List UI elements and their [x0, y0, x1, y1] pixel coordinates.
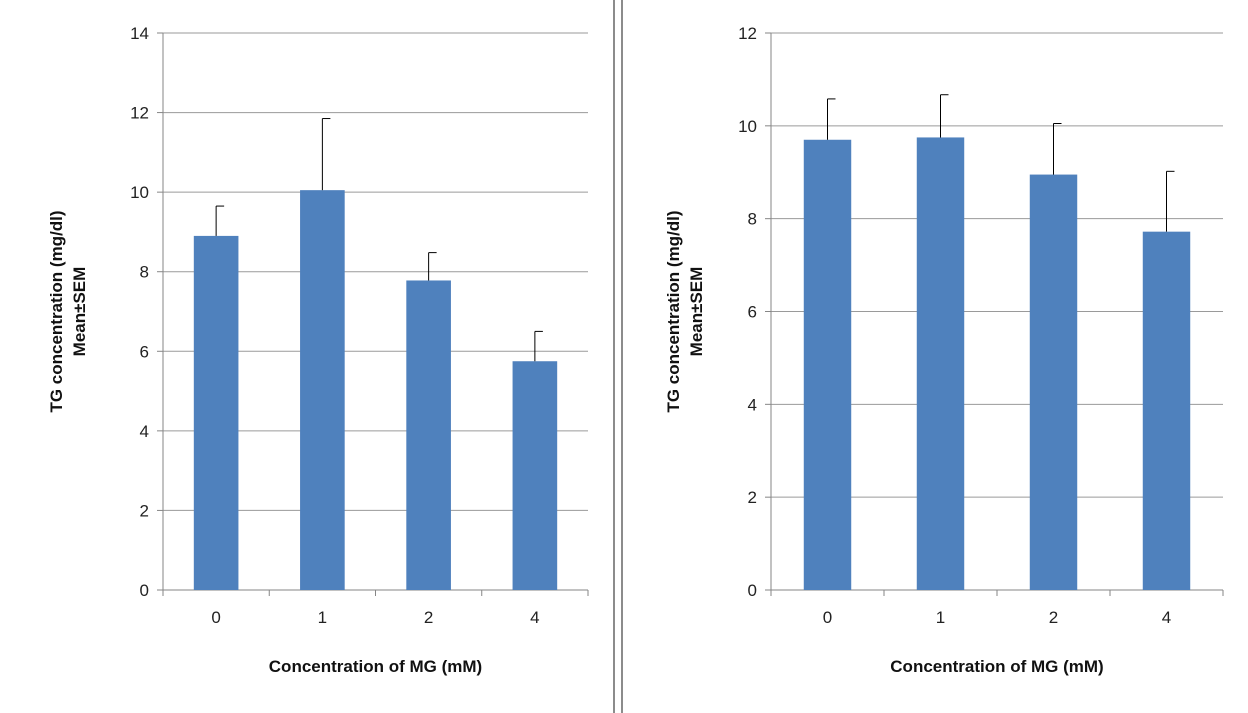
y-tick-label: 4 [140, 422, 149, 441]
y-axis-subtitle: Mean±SEM [687, 267, 706, 357]
x-tick-label: 1 [936, 608, 945, 627]
x-tick-label: 4 [530, 608, 539, 627]
y-tick-label: 2 [748, 488, 757, 507]
bar-2 [1029, 174, 1078, 590]
x-axis-title: Concentration of MG (mM) [269, 657, 482, 676]
bar-0 [193, 235, 239, 590]
bar-4 [1142, 231, 1191, 590]
bar-0 [803, 139, 852, 590]
y-tick-label: 6 [748, 303, 757, 322]
bar-2 [406, 280, 451, 590]
y-tick-label: 8 [748, 210, 757, 229]
y-tick-label: 2 [140, 501, 149, 520]
x-tick-label: 4 [1162, 608, 1171, 627]
y-axis-subtitle: Mean±SEM [70, 267, 89, 357]
y-tick-label: 6 [140, 342, 149, 361]
y-axis-title: TG concentration (mg/dl) [47, 210, 66, 412]
x-axis-title: Concentration of MG (mM) [890, 657, 1103, 676]
bar-1 [300, 190, 345, 590]
y-tick-label: 8 [140, 263, 149, 282]
x-tick-label: 0 [823, 608, 832, 627]
x-tick-label: 2 [1049, 608, 1058, 627]
y-tick-label: 10 [738, 117, 757, 136]
y-tick-label: 12 [130, 104, 149, 123]
chart-panel-right: 0 2 4 6 8 10 12 0 1 2 4 Concentration of MG (mM) TG … [621, 0, 1248, 713]
y-tick-label: 0 [140, 581, 149, 600]
y-tick-label: 4 [748, 395, 757, 414]
bar-1 [916, 137, 965, 590]
y-tick-label: 12 [738, 24, 757, 43]
y-axis-title: TG concentration (mg/dl) [664, 210, 683, 412]
y-tick-label: 0 [748, 581, 757, 600]
chart-panel-left: 0 2 4 6 8 10 12 14 0 1 2 4 Concentration of MG (mM) T… [0, 0, 615, 713]
y-tick-label: 14 [130, 24, 149, 43]
y-tick-label: 10 [130, 183, 149, 202]
x-tick-label: 2 [424, 608, 433, 627]
x-tick-label: 0 [211, 608, 220, 627]
bar-4 [512, 361, 558, 590]
x-tick-label: 1 [318, 608, 327, 627]
